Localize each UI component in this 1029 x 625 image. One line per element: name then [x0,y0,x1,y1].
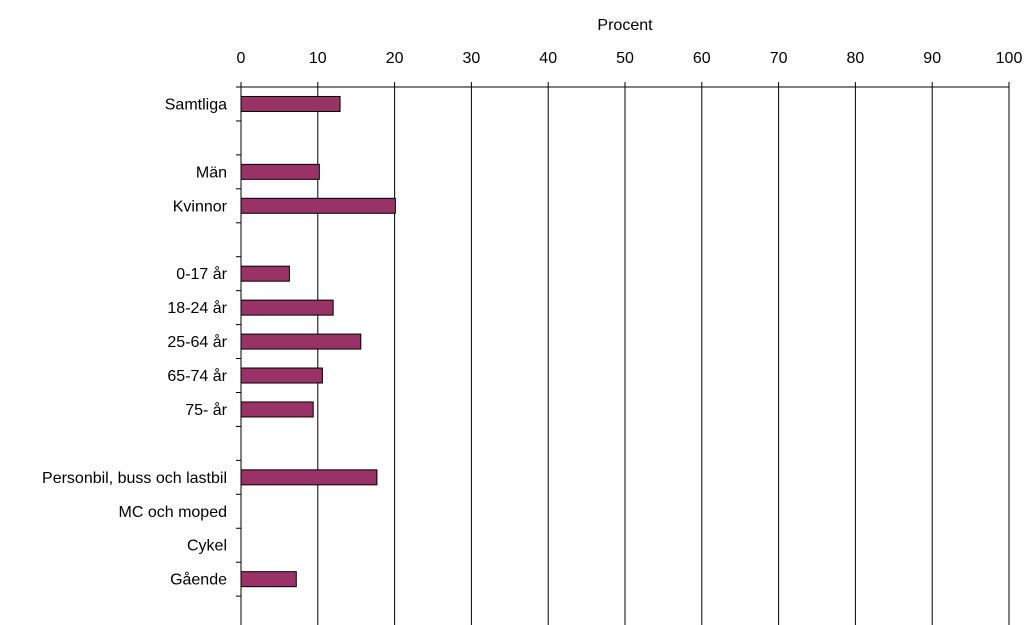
category-label: 25-64 år [167,333,227,351]
x-tick-labels: 0 10 20 30 40 50 60 70 80 90 100 [237,50,1023,67]
category-label: Gående [170,571,227,589]
x-tick-label: 20 [386,50,404,67]
category-label: 0-17 år [176,265,227,283]
gridlines [317,87,1010,625]
x-tick-label: 90 [923,50,941,67]
bar [240,401,314,418]
x-tick-label: 0 [237,50,246,67]
bar [240,367,323,384]
category-label: 18-24 år [167,299,227,317]
x-tick-label: 30 [463,50,481,67]
x-tick-label: 10 [309,50,327,67]
category-label: Cykel [187,538,227,555]
x-tick-label: 40 [539,50,557,67]
bar [240,469,378,486]
bar [240,571,297,588]
x-tick-label: 70 [770,50,788,67]
category-label: Samtliga [165,96,227,113]
bar [240,333,362,350]
bar [240,299,334,316]
axes [236,82,1010,625]
category-label: Personbil, buss och lastbil [42,470,227,487]
bar [240,265,290,282]
bar [240,163,320,180]
x-tick-label: 80 [847,50,865,67]
bar [240,197,396,214]
category-label: Kvinnor [173,198,228,215]
category-label: MC och moped [119,504,228,521]
x-tick-label: 100 [996,50,1023,67]
category-label: 75- år [185,401,227,419]
x-axis-title: Procent [597,17,653,34]
x-tick-label: 60 [693,50,711,67]
bar [240,95,341,112]
category-label: 65-74 år [167,367,227,385]
category-label: Män [196,164,227,181]
category-labels: Samtliga Män Kvinnor 0-17 år 18-24 år 25-64 å… [42,96,228,588]
bars [240,95,396,588]
x-tick-label: 50 [616,50,634,67]
